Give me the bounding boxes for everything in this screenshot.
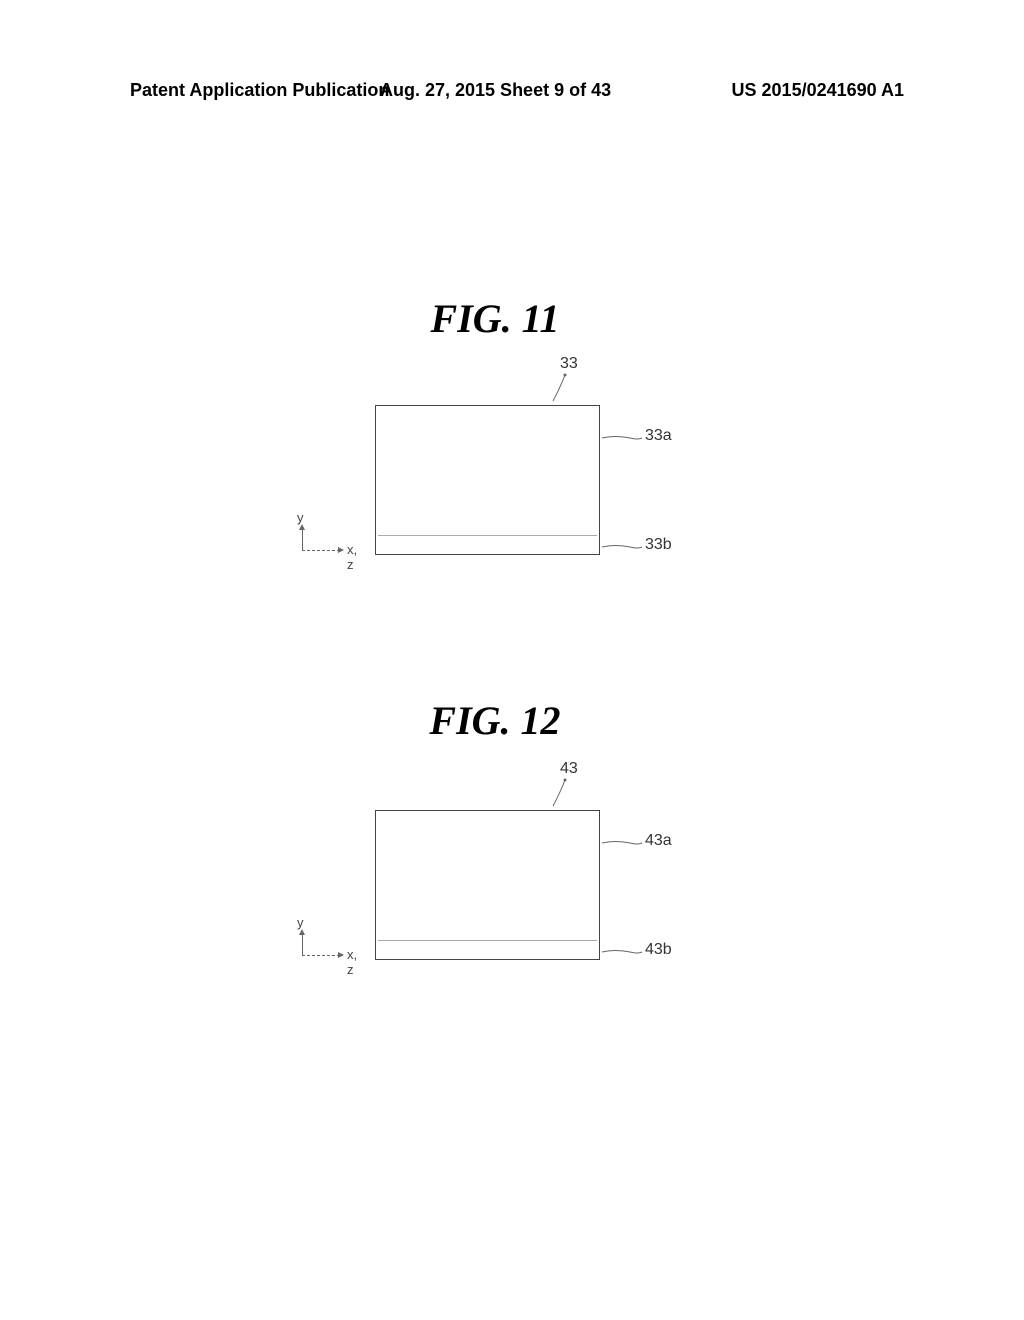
axis-x-line (302, 550, 340, 551)
inner-divider-43 (378, 940, 597, 941)
ref-label-33b: 33b (645, 536, 672, 554)
ref-label-43: 43 (560, 760, 578, 778)
ref-label-33a: 33a (645, 427, 672, 445)
ref-label-33: 33 (560, 355, 578, 373)
lead-line-43a (600, 838, 645, 848)
figure-12-title: FIG. 12 (395, 697, 595, 744)
rect-33 (375, 405, 600, 555)
axis-x-label: x, z (347, 542, 357, 572)
arrow-right-icon (338, 547, 344, 553)
page-header: Patent Application Publication Aug. 27, … (0, 80, 1024, 101)
inner-divider-33 (378, 535, 597, 536)
header-date-sheet: Aug. 27, 2015 Sheet 9 of 43 (380, 80, 611, 101)
lead-line-33a (600, 433, 645, 443)
axis-y-line (302, 933, 303, 955)
axis-x-label: x, z (347, 947, 357, 977)
header-publication: Patent Application Publication (130, 80, 389, 101)
axis-y-line (302, 528, 303, 550)
lead-line-43 (550, 778, 570, 810)
lead-line-33b (600, 542, 645, 552)
lead-line-43b (600, 947, 645, 957)
axis-y-label: y (297, 915, 304, 930)
ref-label-43b: 43b (645, 941, 672, 959)
arrow-right-icon (338, 952, 344, 958)
axis-x-line (302, 955, 340, 956)
header-patent-number: US 2015/0241690 A1 (732, 80, 904, 101)
lead-line-33 (550, 373, 570, 405)
rect-43 (375, 810, 600, 960)
axis-y-label: y (297, 510, 304, 525)
ref-label-43a: 43a (645, 832, 672, 850)
figure-11-title: FIG. 11 (395, 295, 595, 342)
